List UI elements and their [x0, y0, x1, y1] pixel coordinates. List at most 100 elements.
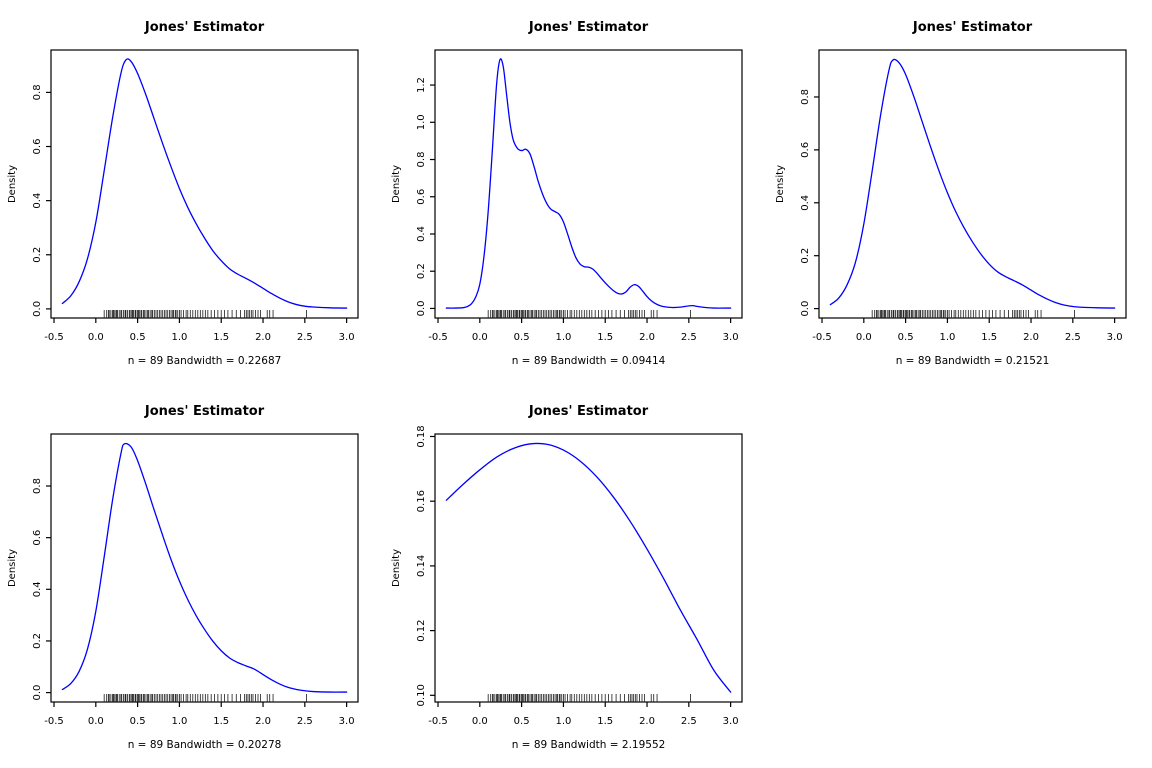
density-plot-svg: Jones' Estimator n = 89 Bandwidth = 0.202…: [7, 404, 359, 751]
density-curve: [445, 58, 732, 309]
x-tick-label: 0.0: [472, 332, 488, 343]
plot-title: Jones' Estimator: [528, 20, 649, 35]
x-tick-label: 0.0: [88, 332, 104, 343]
x-tick-label: 1.5: [981, 332, 997, 343]
x-tick-label: 0.5: [514, 716, 530, 727]
x-tick-label: 1.5: [597, 332, 613, 343]
x-tick-label: -0.5: [44, 716, 64, 727]
y-tick-label: 0.6: [800, 142, 811, 158]
y-tick-label: 0.14: [416, 555, 427, 577]
y-tick-label: 0.0: [800, 301, 811, 317]
rug-marks: [487, 310, 691, 318]
rug-marks: [487, 694, 691, 702]
x-axis: -0.5 0.0 0.5 1.0 1.5 2.0 2.5 3.0: [44, 318, 355, 343]
density-curve: [61, 58, 348, 309]
x-tick-label: 1.5: [213, 716, 229, 727]
plot-subtitle: n = 89 Bandwidth = 0.09414: [512, 355, 666, 367]
x-tick-label: 1.0: [939, 332, 955, 343]
y-axis: 0.0 0.2 0.4 0.6 0.8 1.0 1.2: [416, 77, 435, 316]
y-tick-label: 0.6: [32, 139, 43, 155]
plot-box: [434, 433, 743, 703]
y-axis: 0.0 0.2 0.4 0.6 0.8: [32, 84, 51, 317]
x-tick-label: 1.0: [171, 332, 187, 343]
x-tick-label: 2.0: [639, 716, 655, 727]
x-tick-label: -0.5: [812, 332, 832, 343]
x-tick-label: 0.5: [130, 716, 146, 727]
x-axis: -0.5 0.0 0.5 1.0 1.5 2.0 2.5 3.0: [812, 318, 1123, 343]
y-axis-title: Density: [7, 549, 18, 587]
density-plot-svg: Jones' Estimator n = 89 Bandwidth = 2.195…: [391, 404, 743, 751]
y-tick-label: 0.0: [32, 301, 43, 317]
y-tick-label: 0.4: [32, 193, 43, 209]
y-axis-title: Density: [775, 165, 786, 203]
x-tick-label: 1.0: [555, 332, 571, 343]
x-tick-label: -0.5: [428, 332, 448, 343]
density-plot-panel-5: Jones' Estimator n = 89 Bandwidth = 2.195…: [384, 384, 768, 768]
x-tick-label: 1.0: [171, 716, 187, 727]
y-tick-label: 0.2: [416, 263, 427, 279]
y-tick-label: 0.6: [416, 189, 427, 205]
x-tick-label: 2.0: [255, 716, 271, 727]
x-tick-label: 0.0: [472, 716, 488, 727]
y-axis-title: Density: [391, 549, 402, 587]
y-axis-title: Density: [391, 165, 402, 203]
x-tick-label: -0.5: [44, 332, 64, 343]
x-tick-label: 0.5: [898, 332, 914, 343]
y-tick-label: 1.0: [416, 114, 427, 130]
plot-subtitle: n = 89 Bandwidth = 0.21521: [896, 355, 1050, 367]
x-axis: -0.5 0.0 0.5 1.0 1.5 2.0 2.5 3.0: [44, 702, 355, 727]
x-tick-label: 3.0: [723, 332, 739, 343]
plot-subtitle: n = 89 Bandwidth = 2.19552: [512, 739, 666, 751]
y-tick-label: 0.6: [32, 530, 43, 546]
x-tick-label: 2.5: [297, 332, 313, 343]
y-axis-title: Density: [7, 165, 18, 203]
plot-box: [434, 49, 743, 319]
x-tick-label: 1.0: [555, 716, 571, 727]
y-tick-label: 0.8: [800, 89, 811, 105]
density-curve: [829, 58, 1116, 309]
plot-box: [50, 433, 359, 703]
density-plot-svg: Jones' Estimator n = 89 Bandwidth = 0.226…: [7, 20, 359, 367]
x-tick-label: 0.0: [88, 716, 104, 727]
y-tick-label: 0.8: [32, 478, 43, 494]
density-plot-panel-3: Jones' Estimator n = 89 Bandwidth = 0.215…: [768, 0, 1152, 384]
plot-subtitle: n = 89 Bandwidth = 0.22687: [128, 355, 282, 367]
y-tick-label: 0.4: [800, 195, 811, 211]
y-tick-label: 1.2: [416, 77, 427, 93]
x-tick-label: 2.0: [255, 332, 271, 343]
plot-title: Jones' Estimator: [144, 404, 265, 419]
density-plot-panel-2: Jones' Estimator n = 89 Bandwidth = 0.094…: [384, 0, 768, 384]
x-tick-label: 2.5: [681, 716, 697, 727]
density-plot-svg: Jones' Estimator n = 89 Bandwidth = 0.094…: [391, 20, 743, 367]
y-axis: 0.0 0.2 0.4 0.6 0.8: [32, 478, 51, 701]
x-tick-label: 0.5: [130, 332, 146, 343]
x-tick-label: 2.5: [681, 332, 697, 343]
density-curve: [61, 442, 348, 693]
x-tick-label: 3.0: [1107, 332, 1123, 343]
x-tick-label: -0.5: [428, 716, 448, 727]
x-tick-label: 2.0: [639, 332, 655, 343]
y-tick-label: 0.2: [800, 248, 811, 264]
y-tick-label: 0.0: [416, 300, 427, 316]
x-tick-label: 0.0: [856, 332, 872, 343]
y-tick-label: 0.16: [416, 490, 427, 512]
density-plot-panel-1: Jones' Estimator n = 89 Bandwidth = 0.226…: [0, 0, 384, 384]
y-tick-label: 0.4: [32, 581, 43, 597]
x-tick-label: 1.5: [597, 716, 613, 727]
x-tick-label: 0.5: [514, 332, 530, 343]
y-axis: 0.0 0.2 0.4 0.6 0.8: [800, 89, 819, 317]
plot-box: [818, 49, 1127, 319]
y-tick-label: 0.2: [32, 633, 43, 649]
x-tick-label: 1.5: [213, 332, 229, 343]
rug-marks: [103, 310, 307, 318]
density-curve: [445, 442, 732, 693]
x-tick-label: 3.0: [339, 332, 355, 343]
rug-marks: [103, 694, 307, 702]
x-tick-label: 3.0: [339, 716, 355, 727]
y-tick-label: 0.18: [416, 425, 427, 447]
rug-marks: [871, 310, 1075, 318]
x-tick-label: 3.0: [723, 716, 739, 727]
density-plot-svg: Jones' Estimator n = 89 Bandwidth = 0.215…: [775, 20, 1127, 367]
plot-title: Jones' Estimator: [912, 20, 1033, 35]
